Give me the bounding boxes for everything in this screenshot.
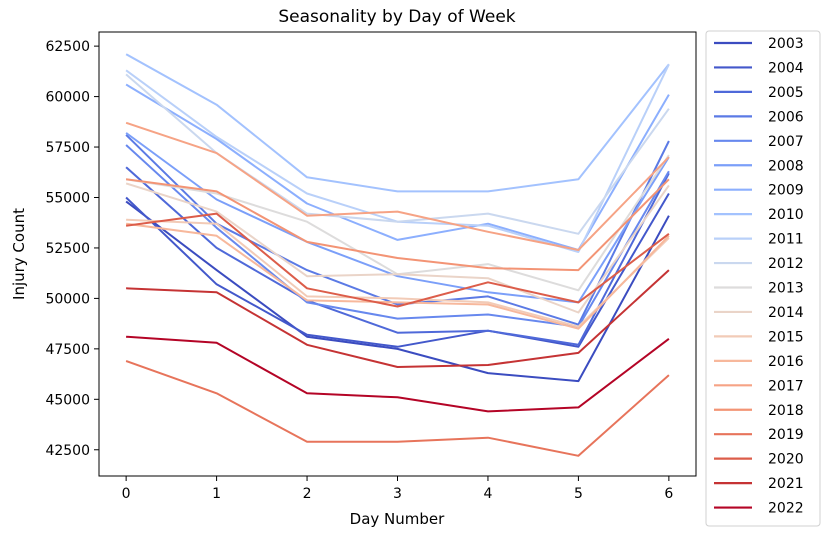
legend-label-2019: 2019 [768,427,804,443]
series-line-2022 [126,335,670,413]
y-tick-label: 62500 [45,39,90,55]
plot-frame [98,31,697,477]
chart-title: Seasonality by Day of Week [278,7,515,27]
series-line-2010 [125,53,670,193]
series-line-2021 [126,269,670,368]
y-tick-label: 60000 [45,90,90,106]
legend-label-2005: 2005 [768,85,804,101]
y-tick-label: 42500 [45,443,90,459]
series-line-2016 [125,222,670,330]
x-tick-label: 6 [664,486,673,502]
x-axis: 0 1 2 3 4 5 6 [122,476,673,502]
legend-label-2015: 2015 [768,329,804,345]
legend-label-2016: 2016 [768,354,804,370]
y-tick-label: 57500 [45,140,90,156]
series-line-2018 [125,178,670,272]
x-tick-label: 2 [303,486,312,502]
legend-label-2012: 2012 [768,256,804,272]
legend-label-2004: 2004 [768,60,804,76]
series-line-2005 [125,166,670,346]
legend-frame [705,30,821,527]
plot-area [125,53,670,457]
legend-label-2011: 2011 [768,232,804,248]
x-tick-label: 4 [483,486,492,502]
legend-label-2013: 2013 [768,281,804,297]
x-tick-label: 5 [574,486,583,502]
series-line-2017 [125,121,670,251]
legend-label-2020: 2020 [768,452,804,468]
legend: 2003 2004 2005 2006 2007 2008 2009 2010 2011 2012… [705,30,821,527]
y-tick-label: 50000 [45,291,90,307]
series-line-2012 [125,73,670,235]
legend-label-2018: 2018 [768,403,804,419]
series-line-2003 [125,200,670,383]
legend-label-2006: 2006 [768,109,804,125]
legend-label-2021: 2021 [768,476,804,492]
y-tick-label: 55000 [45,190,90,206]
x-tick-label: 3 [393,486,402,502]
x-tick-label: 0 [122,486,131,502]
legend-label-2003: 2003 [768,36,804,52]
series-line-2020 [125,212,670,308]
series-line-2019 [125,360,670,457]
series-line-2004 [125,192,670,348]
series-line-2015 [126,218,670,328]
y-tick-label: 52500 [45,241,90,257]
legend-label-2014: 2014 [768,305,804,321]
x-axis-label: Day Number [350,510,445,528]
legend-label-2008: 2008 [768,158,804,174]
legend-label-2010: 2010 [768,207,804,223]
legend-label-2009: 2009 [768,183,804,199]
series-line-2014 [125,182,670,314]
legend-label-2007: 2007 [768,134,804,150]
y-axis-label: Injury Count [10,208,28,300]
y-tick-label: 45000 [45,392,90,408]
x-tick-label: 1 [212,486,221,502]
y-tick-label: 47500 [45,342,90,358]
y-axis: 42500 45000 47500 50000 52500 55000 57500 60000… [45,39,99,459]
legend-label-2017: 2017 [768,378,804,394]
legend-label-2022: 2022 [768,501,804,517]
